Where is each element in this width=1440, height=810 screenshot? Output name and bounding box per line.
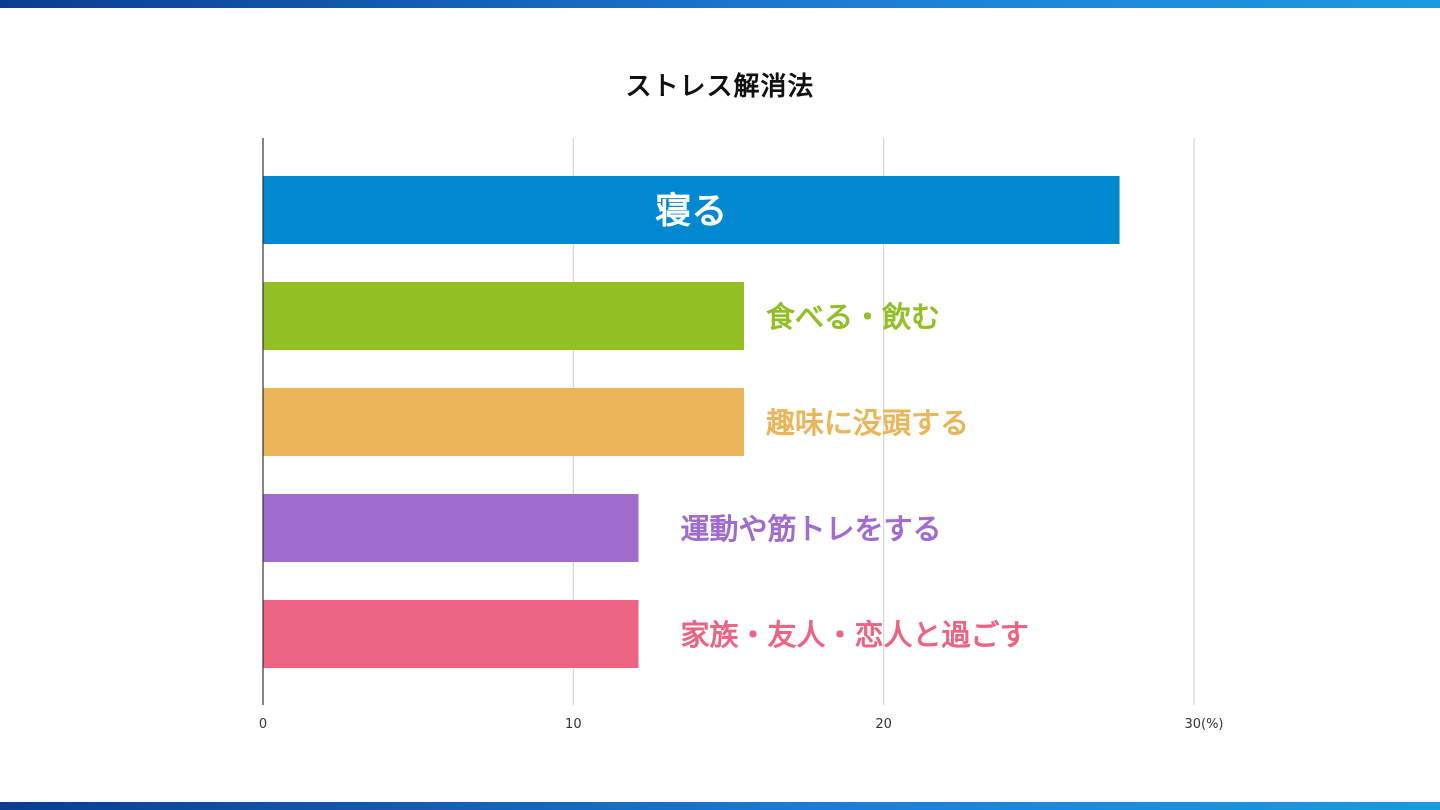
bar-3 xyxy=(263,494,639,562)
bar-label-0: 寝る xyxy=(655,190,727,232)
bar-1 xyxy=(263,282,745,350)
bar-4 xyxy=(263,600,639,668)
x-tick-label-0: 0 xyxy=(259,717,267,732)
bar-label-1: 食べる・飲む xyxy=(766,300,940,334)
bar-label-4: 家族・友人・恋人と過ごす xyxy=(681,618,1029,652)
bar-label-2: 趣味に没頭する xyxy=(765,406,969,440)
chart-title: ストレス解消法 xyxy=(625,72,815,102)
bar-0 xyxy=(263,176,1120,244)
top-accent-band xyxy=(0,0,1440,8)
bar-label-3: 運動や筋トレをする xyxy=(681,512,942,546)
bottom-accent-band xyxy=(0,802,1440,810)
x-tick-label-20: 20 xyxy=(875,717,892,732)
x-tick-label-30: 30(%) xyxy=(1184,717,1223,732)
bar-2 xyxy=(263,388,745,456)
x-tick-label-10: 10 xyxy=(565,717,582,732)
